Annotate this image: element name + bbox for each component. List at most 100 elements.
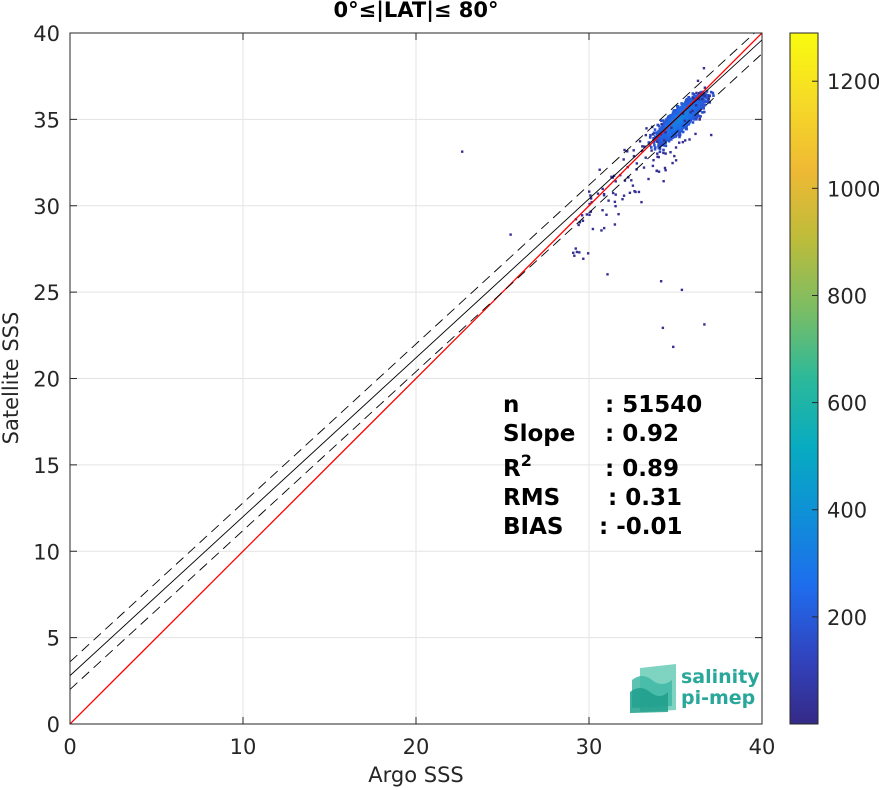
one-to-one-line bbox=[70, 33, 762, 724]
outlier-cell bbox=[642, 166, 646, 169]
outlier-cell bbox=[657, 170, 661, 173]
density-cell bbox=[702, 105, 705, 109]
y-tick-label: 30 bbox=[33, 195, 60, 219]
outlier-cell bbox=[575, 250, 579, 254]
density-cell bbox=[685, 112, 689, 115]
density-cell bbox=[677, 115, 681, 119]
density-cell bbox=[695, 118, 698, 121]
density-cell bbox=[667, 139, 671, 143]
density-cell bbox=[660, 139, 664, 143]
y-tick-label: 15 bbox=[33, 454, 60, 478]
outlier-cell bbox=[614, 193, 617, 196]
density-cell bbox=[653, 128, 657, 131]
outlier-cell bbox=[622, 158, 625, 161]
density-cell bbox=[678, 109, 681, 113]
density-cell bbox=[660, 119, 663, 123]
density-cell bbox=[691, 113, 695, 117]
outlier-cell bbox=[702, 66, 706, 70]
outlier-cell bbox=[601, 209, 604, 212]
density-cell bbox=[700, 90, 704, 94]
y-tick-label: 20 bbox=[33, 368, 60, 392]
density-cell bbox=[681, 130, 685, 134]
density-cell bbox=[678, 135, 681, 139]
outlier-cell bbox=[698, 117, 701, 121]
density-cell bbox=[681, 107, 685, 111]
grid-lines bbox=[70, 33, 762, 724]
density-cell bbox=[672, 126, 676, 130]
x-axis-label: Argo SSS bbox=[368, 763, 463, 787]
outlier-cell bbox=[673, 154, 676, 158]
outlier-cell bbox=[587, 190, 591, 193]
outlier-cell bbox=[589, 197, 593, 200]
density-cell bbox=[669, 114, 672, 117]
salinity-pimep-logo: salinity pi-mep bbox=[630, 664, 760, 713]
stat-value: : 0.92 bbox=[605, 421, 679, 447]
outlier-cell bbox=[694, 132, 697, 136]
outlier-cell bbox=[598, 168, 601, 171]
y-axis-label: Satellite SSS bbox=[0, 312, 23, 445]
logo-text-salinity: salinity bbox=[681, 666, 760, 688]
colorbar-tick-label: 800 bbox=[827, 284, 867, 308]
density-cell bbox=[679, 108, 683, 112]
density-cell bbox=[692, 93, 696, 96]
density-cell bbox=[667, 114, 671, 118]
density-cell bbox=[682, 123, 686, 126]
outlier-cell bbox=[638, 140, 642, 143]
outlier-cell bbox=[660, 122, 663, 126]
density-cell bbox=[685, 124, 688, 127]
density-cell bbox=[684, 100, 687, 104]
outlier-cell bbox=[578, 251, 581, 254]
outlier-cell bbox=[696, 79, 700, 83]
density-cell bbox=[689, 97, 693, 101]
data-layer bbox=[70, 33, 762, 724]
density-cell bbox=[698, 103, 701, 107]
outlier-cell bbox=[681, 140, 685, 144]
density-cell bbox=[701, 104, 705, 107]
density-cell bbox=[685, 111, 688, 114]
outlier-cell bbox=[574, 247, 577, 250]
density-cell bbox=[696, 109, 700, 113]
colorbar bbox=[789, 32, 819, 725]
outlier-cell bbox=[652, 133, 655, 136]
outlier-cell bbox=[659, 280, 663, 283]
density-cell bbox=[676, 105, 680, 108]
stat-label: BIAS bbox=[503, 514, 563, 540]
outlier-cell bbox=[623, 148, 626, 152]
outlier-cell bbox=[680, 288, 684, 292]
density-cell bbox=[667, 119, 671, 123]
outlier-cell bbox=[640, 149, 644, 153]
outlier-cell bbox=[589, 194, 592, 197]
colorbar-tick-label: 600 bbox=[827, 392, 867, 416]
y-tick-label: 10 bbox=[33, 540, 60, 564]
density-cell bbox=[683, 102, 687, 106]
density-cell bbox=[700, 102, 704, 105]
outlier-cell bbox=[611, 191, 615, 195]
density-cell bbox=[676, 107, 679, 111]
density-cell bbox=[677, 125, 680, 128]
density-cell bbox=[661, 119, 665, 122]
outlier-cell bbox=[621, 197, 624, 201]
density-cell bbox=[666, 131, 670, 134]
density-cell bbox=[699, 115, 702, 118]
density-cell bbox=[660, 137, 664, 141]
density-cell bbox=[672, 114, 676, 118]
density-cell bbox=[665, 130, 669, 134]
density-cell bbox=[652, 140, 656, 143]
outlier-cell bbox=[630, 179, 633, 182]
density-cell bbox=[676, 120, 680, 123]
outlier-cell bbox=[674, 146, 678, 149]
outlier-cell bbox=[601, 187, 604, 191]
outlier-cell bbox=[671, 161, 674, 165]
density-cell bbox=[656, 123, 660, 127]
outlier-cell bbox=[695, 91, 698, 95]
density-cell bbox=[674, 111, 677, 115]
outlier-cell bbox=[613, 200, 617, 204]
density-cell bbox=[658, 150, 662, 154]
outlier-cell bbox=[664, 131, 667, 134]
outlier-cell bbox=[602, 192, 606, 196]
density-cell bbox=[678, 132, 682, 135]
outlier-cell bbox=[634, 190, 637, 194]
outlier-cell bbox=[610, 175, 613, 179]
density-cell bbox=[695, 95, 699, 99]
